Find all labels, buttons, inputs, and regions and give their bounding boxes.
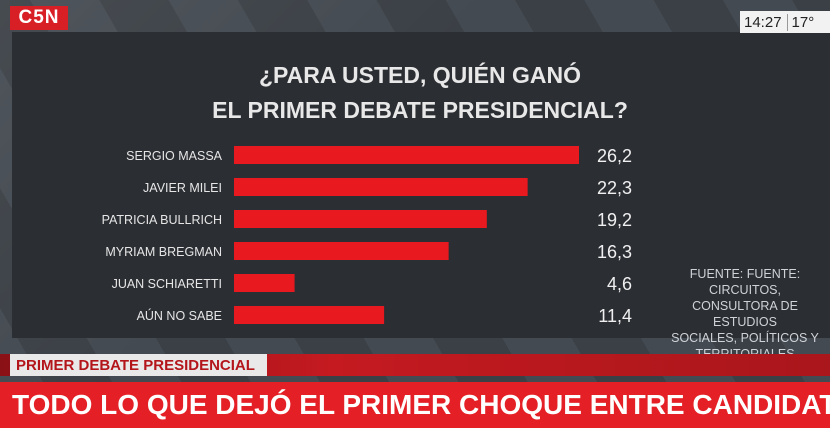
source-line-2: CONSULTORA DE ESTUDIOS [692, 299, 798, 329]
value-label: 16,3 [597, 242, 632, 262]
value-label: 22,3 [597, 178, 632, 198]
bar [234, 242, 449, 260]
headline-bar [0, 382, 830, 428]
headline-text: TODO LO QUE DEJÓ EL PRIMER CHOQUE ENTRE … [12, 389, 830, 420]
value-label: 26,2 [597, 146, 632, 166]
chart-title-line-2: EL PRIMER DEBATE PRESIDENCIAL? [212, 97, 628, 123]
clock-widget: 14:27 17° [740, 11, 830, 33]
category-label: SERGIO MASSA [126, 149, 223, 163]
category-label: PATRICIA BULLRICH [102, 213, 222, 227]
temperature: 17° [791, 13, 815, 31]
source-line-1: FUENTE: FUENTE: CIRCUITOS, [689, 267, 801, 297]
source-line-3: SOCIALES, POLÍTICOS Y [671, 331, 819, 345]
channel-logo: C5N [10, 6, 68, 30]
chart-title-line-1: ¿PARA USTED, QUIÉN GANÓ [258, 62, 581, 88]
category-label: MYRIAM BREGMAN [105, 245, 222, 259]
bar [234, 306, 385, 324]
bar [234, 178, 528, 196]
bar [234, 146, 579, 164]
category-label: JAVIER MILEI [143, 181, 222, 195]
value-label: 4,6 [607, 274, 632, 294]
value-label: 19,2 [597, 210, 632, 230]
section-label: PRIMER DEBATE PRESIDENCIAL [10, 354, 267, 376]
clock-time: 14:27 [740, 13, 788, 31]
chart-title: ¿PARA USTED, QUIÉN GANÓ EL PRIMER DEBATE… [5, 58, 830, 128]
bar [234, 210, 487, 228]
source-note: FUENTE: FUENTE: CIRCUITOS, CONSULTORA DE… [660, 266, 830, 362]
bar [234, 274, 295, 292]
category-label: JUAN SCHIARETTI [112, 277, 222, 291]
category-label: AÚN NO SABE [137, 308, 222, 323]
value-label: 11,4 [598, 306, 632, 326]
